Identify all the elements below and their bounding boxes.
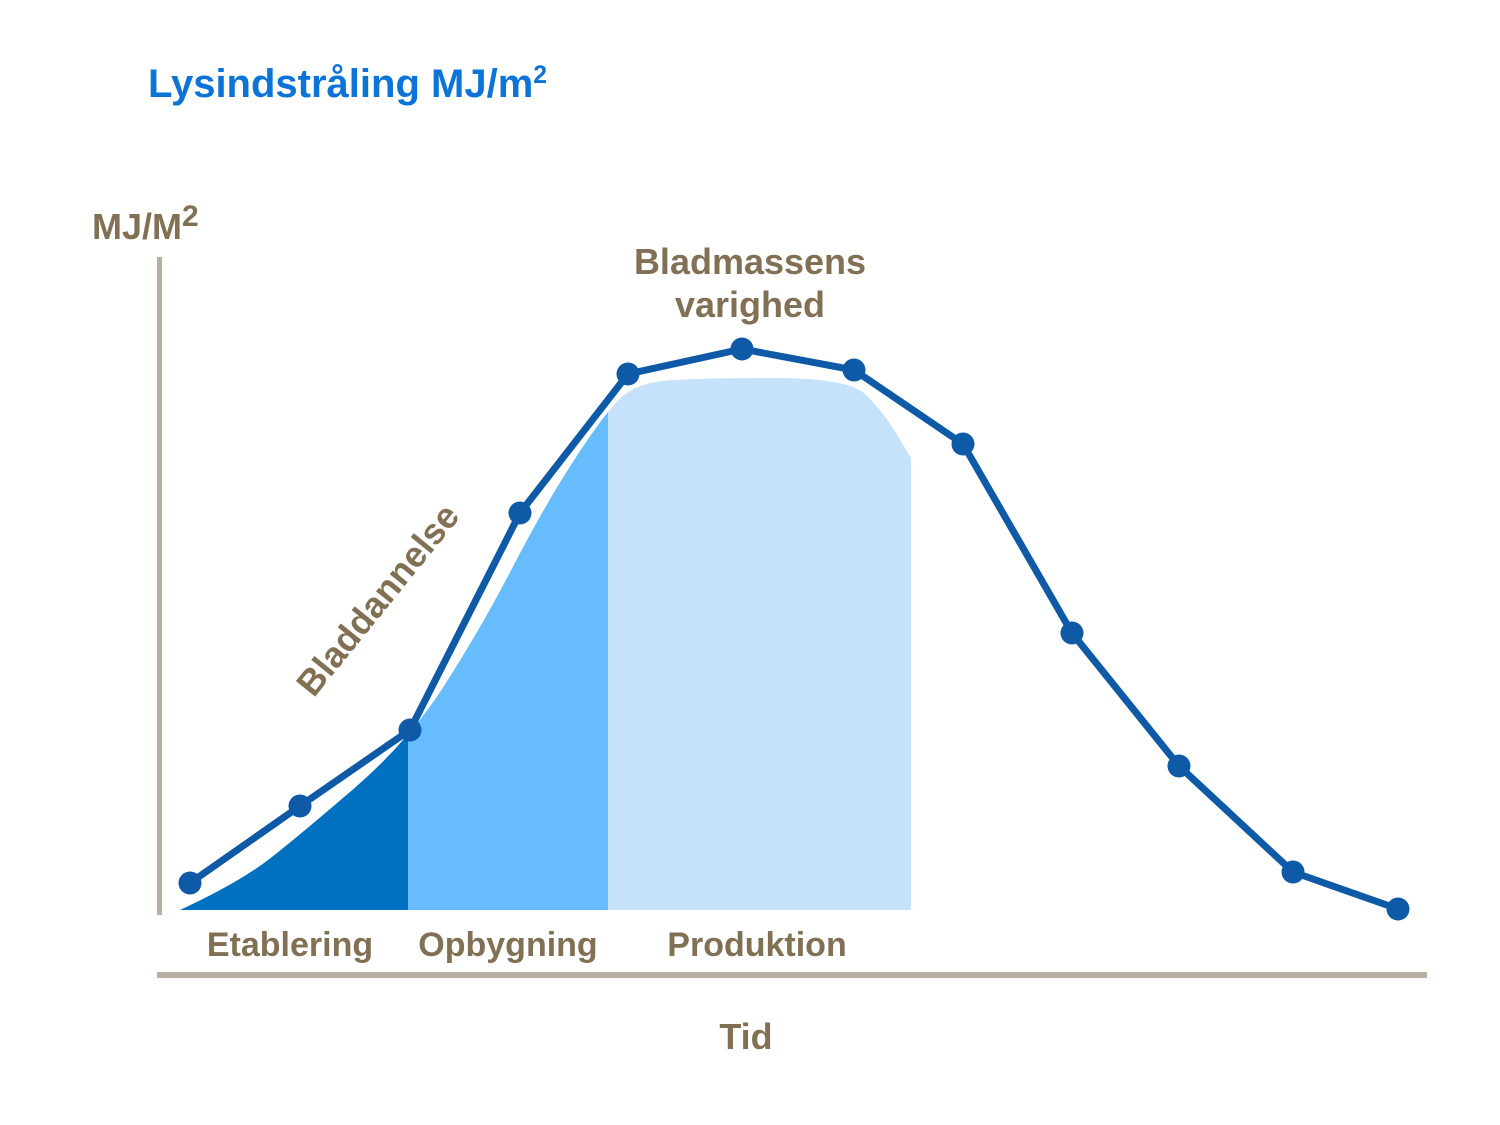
irradiation-curve: [186, 345, 1402, 913]
y-axis-label-text: MJ/M: [92, 206, 182, 247]
leaf-mass-duration-annotation: Bladmassens varighed: [634, 240, 866, 326]
y-axis-line: [157, 257, 162, 915]
x-axis-line: [157, 972, 1427, 978]
chart-title-text: Lysindstråling MJ/m: [148, 62, 534, 106]
chart-title-superscript: 2: [533, 62, 548, 90]
leaf-mass-duration-line2: varighed: [674, 284, 826, 325]
data-point-marker-5: [616, 362, 640, 386]
y-axis-label-superscript: 2: [182, 200, 199, 233]
data-point-marker-11: [1281, 860, 1305, 884]
phase-area-opbygning: [408, 412, 608, 910]
x-axis-label: Tid: [719, 1016, 773, 1057]
data-point-marker-3: [398, 718, 422, 742]
data-point-marker-10: [1167, 754, 1191, 778]
data-point-marker-7: [842, 358, 866, 382]
phase-label-etablering: Etablering: [206, 926, 374, 964]
phase-label-produktion: Produktion: [667, 926, 847, 964]
leaf-mass-duration-line1: Bladmassens: [633, 241, 867, 282]
data-point-marker-2: [288, 794, 312, 818]
phase-label-opbygning: Opbygning: [418, 926, 598, 964]
data-point-marker-9: [1060, 621, 1084, 645]
phase-area-etablering: [180, 734, 408, 910]
data-point-marker-6: [730, 337, 754, 361]
phase-area-produktion: [608, 378, 911, 910]
data-point-marker-12: [1386, 897, 1410, 921]
y-axis-label: MJ/M2: [92, 200, 199, 248]
data-point-marker-8: [951, 432, 975, 456]
data-point-marker-1: [178, 871, 202, 895]
data-point-marker-4: [508, 501, 532, 525]
chart-title: Lysindstråling MJ/m2: [148, 62, 547, 107]
